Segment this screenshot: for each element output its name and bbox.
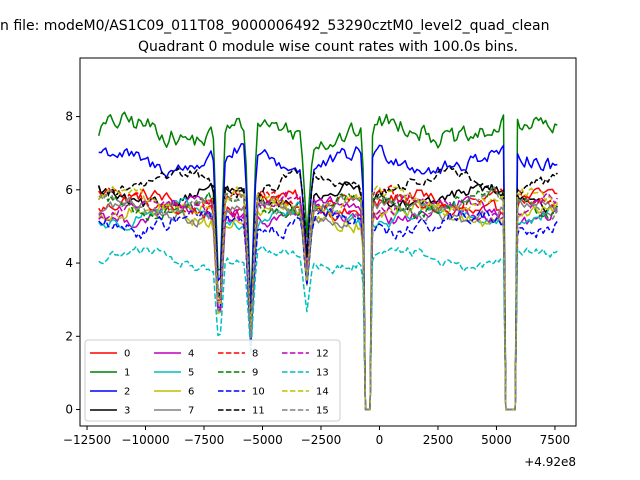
legend-label-15: 15	[316, 406, 329, 417]
legend-label-10: 10	[252, 387, 265, 398]
x-tick-label: 2500	[423, 433, 454, 447]
series-line-1	[97, 111, 558, 411]
legend-label-6: 6	[188, 387, 194, 398]
legend-label-0: 0	[124, 349, 130, 360]
series-layer	[97, 111, 558, 411]
series-line-10	[98, 208, 558, 411]
legend-label-2: 2	[124, 387, 130, 398]
x-tick-label: −5000	[242, 433, 283, 447]
plot-area-frame	[79, 57, 577, 427]
x-tick-label: −12500	[63, 433, 111, 447]
y-tick-label: 2	[65, 329, 73, 343]
series-line-2	[98, 142, 558, 411]
x-tick-label: −10000	[121, 433, 169, 447]
series-line-6	[98, 200, 558, 411]
x-tick-label: −7500	[184, 433, 225, 447]
series-line-8	[98, 184, 558, 411]
legend-label-1: 1	[124, 368, 130, 379]
x-offset-label: +4.92e8	[524, 455, 576, 469]
legend-label-9: 9	[252, 368, 258, 379]
x-tick-label: −2500	[301, 433, 342, 447]
y-tick-label: 4	[65, 256, 73, 270]
x-tick-label: 5000	[481, 433, 512, 447]
legend-frame	[84, 339, 341, 422]
legend-label-13: 13	[316, 368, 329, 379]
legend-label-4: 4	[188, 349, 194, 360]
legend-label-3: 3	[124, 406, 130, 417]
series-line-15	[98, 186, 558, 411]
legend-label-14: 14	[316, 387, 329, 398]
y-tick-label: 8	[65, 110, 73, 124]
x-tick-label: 0	[376, 433, 384, 447]
series-line-11	[97, 166, 558, 411]
legend-label-11: 11	[252, 406, 265, 417]
x-tick-label: 7500	[540, 433, 571, 447]
legend-label-7: 7	[188, 406, 194, 417]
x-axis: −12500 −10000 −7500 −5000 −2500 0 2500 5000 7500	[63, 426, 570, 447]
legend-label-12: 12	[316, 349, 329, 360]
y-axis: 0 2 4 6 8	[65, 110, 80, 417]
legend-label-8: 8	[252, 349, 258, 360]
y-tick-label: 6	[65, 183, 73, 197]
legend-label-5: 5	[188, 368, 194, 379]
y-tick-label: 0	[65, 403, 73, 417]
series-line-13	[98, 245, 558, 411]
figure-suptitle: n file: modeM0/AS1C09_011T08_9000006492_…	[0, 18, 549, 34]
chart-title: Quadrant 0 module wise count rates with …	[138, 39, 518, 55]
